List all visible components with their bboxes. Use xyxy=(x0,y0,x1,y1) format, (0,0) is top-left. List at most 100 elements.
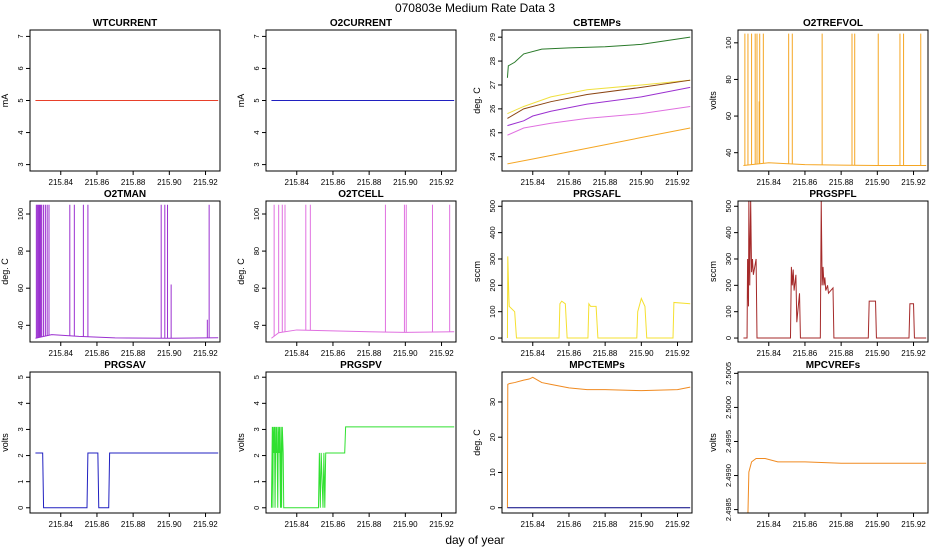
chart-panel: PRGSPV volts 215.84 215.86 215.88 215.90 215.9… xyxy=(236,360,457,529)
chart-title: PRGSAV xyxy=(104,360,146,371)
chart-panel: MPCTEMPs deg. C 215.84 215.86 215.88 215.90 21… xyxy=(472,360,693,529)
chart-ylabel: volts xyxy=(708,433,718,452)
y-tick-label: 80 xyxy=(16,247,25,255)
y-tick-label: 400 xyxy=(724,226,733,239)
y-tick-label: 5 xyxy=(16,375,25,379)
x-tick-label: 215.84 xyxy=(757,349,782,358)
x-tick-label: 215.84 xyxy=(49,520,74,529)
chart-panel: O2TCELL deg. C 215.84 215.86 215.88 215.90 215… xyxy=(236,189,457,358)
y-tick-label: 40 xyxy=(724,149,733,157)
plot-frame xyxy=(501,200,693,343)
y-tick-label: 3 xyxy=(252,427,261,431)
x-tick-label: 215.88 xyxy=(829,349,854,358)
y-tick-label: 6 xyxy=(252,66,261,70)
chart-title: O2CURRENT xyxy=(330,18,392,29)
y-tick-label: 60 xyxy=(16,284,25,292)
series-line-brown xyxy=(507,79,691,119)
chart-title: PRGSPV xyxy=(340,360,382,371)
x-tick-label: 215.88 xyxy=(357,349,382,358)
y-tick-label: 400 xyxy=(488,226,497,239)
y-tick-label: 0 xyxy=(488,506,497,510)
series-line-base xyxy=(35,334,219,339)
series-line-pink xyxy=(507,105,691,136)
x-tick-label: 215.88 xyxy=(121,178,146,187)
y-tick-label: 20 xyxy=(488,433,497,441)
figure-xlabel: day of year xyxy=(445,533,504,547)
x-tick-label: 215.86 xyxy=(321,520,346,529)
chart-ylabel: volts xyxy=(708,91,718,110)
series-group xyxy=(35,204,219,339)
panels-group: WTCURRENT mA 215.84 215.86 215.88 215.90 215.9… xyxy=(0,18,929,529)
x-tick-label: 215.88 xyxy=(593,178,618,187)
chart-title: CBTEMPs xyxy=(573,18,621,29)
x-tick-label: 215.88 xyxy=(357,520,382,529)
figure-title: 070803e Medium Rate Data 3 xyxy=(395,1,555,15)
y-tick-label: 60 xyxy=(724,112,733,120)
y-tick-label: 1 xyxy=(252,480,261,484)
x-tick-label: 215.88 xyxy=(593,520,618,529)
chart-title: WTCURRENT xyxy=(93,18,157,29)
y-tick-label: 6 xyxy=(16,66,25,70)
plot-frame xyxy=(737,371,929,514)
chart-panel: PRGSAV volts 215.84 215.86 215.88 215.90 215.9… xyxy=(0,360,221,529)
y-tick-label: 28 xyxy=(488,57,497,65)
y-tick-label: 3 xyxy=(16,427,25,431)
x-tick-label: 215.92 xyxy=(901,349,926,358)
x-tick-label: 215.88 xyxy=(121,520,146,529)
chart-ylabel: deg. C xyxy=(472,429,482,456)
chart-panel: MPCVREFs volts 215.84 215.86 215.88 215.90 215… xyxy=(708,360,929,529)
chart-ylabel: volts xyxy=(236,433,246,452)
x-tick-label: 215.92 xyxy=(193,520,218,529)
y-tick-label: 40 xyxy=(16,321,25,329)
y-tick-label: 4 xyxy=(16,130,25,134)
x-tick-label: 215.88 xyxy=(357,178,382,187)
series-line-purple xyxy=(507,86,691,127)
y-tick-label: 100 xyxy=(252,208,261,221)
y-tick-label: 4 xyxy=(252,130,261,134)
series-group xyxy=(743,458,927,513)
series-line-PRGSAV xyxy=(35,452,219,509)
x-tick-label: 215.86 xyxy=(557,178,582,187)
y-tick-label: 26 xyxy=(488,105,497,113)
chart-panel: CBTEMPs deg. C 215.84 215.86 215.88 215.90 215… xyxy=(472,18,693,187)
plot-frame xyxy=(737,29,929,172)
y-tick-label: 300 xyxy=(724,253,733,266)
chart-title: MPCTEMPs xyxy=(569,360,625,371)
y-tick-label: 500 xyxy=(488,200,497,213)
y-tick-label: 25 xyxy=(488,129,497,137)
y-tick-label: 100 xyxy=(488,305,497,318)
y-tick-label: 4 xyxy=(16,401,25,405)
x-tick-label: 215.84 xyxy=(49,349,74,358)
series-line-PRGSPFL xyxy=(743,201,927,339)
x-tick-label: 215.84 xyxy=(285,178,310,187)
x-tick-label: 215.84 xyxy=(285,349,310,358)
chart-panel: O2TREFVOL volts 215.84 215.86 215.88 215.90 21… xyxy=(708,18,929,187)
y-tick-label: 0 xyxy=(252,506,261,510)
plot-frame xyxy=(737,200,929,343)
y-tick-label: 2 xyxy=(252,453,261,457)
chart-panel: O2TMAN deg. C 215.84 215.86 215.88 215.90 215.… xyxy=(0,189,221,358)
y-tick-label: 80 xyxy=(724,75,733,83)
y-tick-label: 2.4985 xyxy=(724,498,733,521)
x-tick-label: 215.90 xyxy=(393,520,418,529)
series-line-base xyxy=(743,162,927,167)
plot-frame xyxy=(29,200,221,343)
series-group xyxy=(271,204,455,339)
chart-panel: WTCURRENT mA 215.84 215.86 215.88 215.90 215.9… xyxy=(0,18,221,187)
x-tick-label: 215.90 xyxy=(865,520,890,529)
series-line-green xyxy=(506,36,691,78)
y-tick-label: 200 xyxy=(488,279,497,292)
y-tick-label: 30 xyxy=(488,398,497,406)
chart-title: PRGSAFL xyxy=(573,189,621,200)
x-tick-label: 215.86 xyxy=(793,520,818,529)
x-tick-label: 215.92 xyxy=(193,178,218,187)
x-tick-label: 215.84 xyxy=(757,178,782,187)
x-tick-label: 215.86 xyxy=(557,349,582,358)
plot-frame xyxy=(265,371,457,514)
y-tick-label: 5 xyxy=(252,98,261,102)
y-tick-label: 4 xyxy=(252,401,261,405)
plot-frame xyxy=(501,371,693,514)
series-line-orange xyxy=(506,376,691,508)
x-tick-label: 215.86 xyxy=(321,178,346,187)
